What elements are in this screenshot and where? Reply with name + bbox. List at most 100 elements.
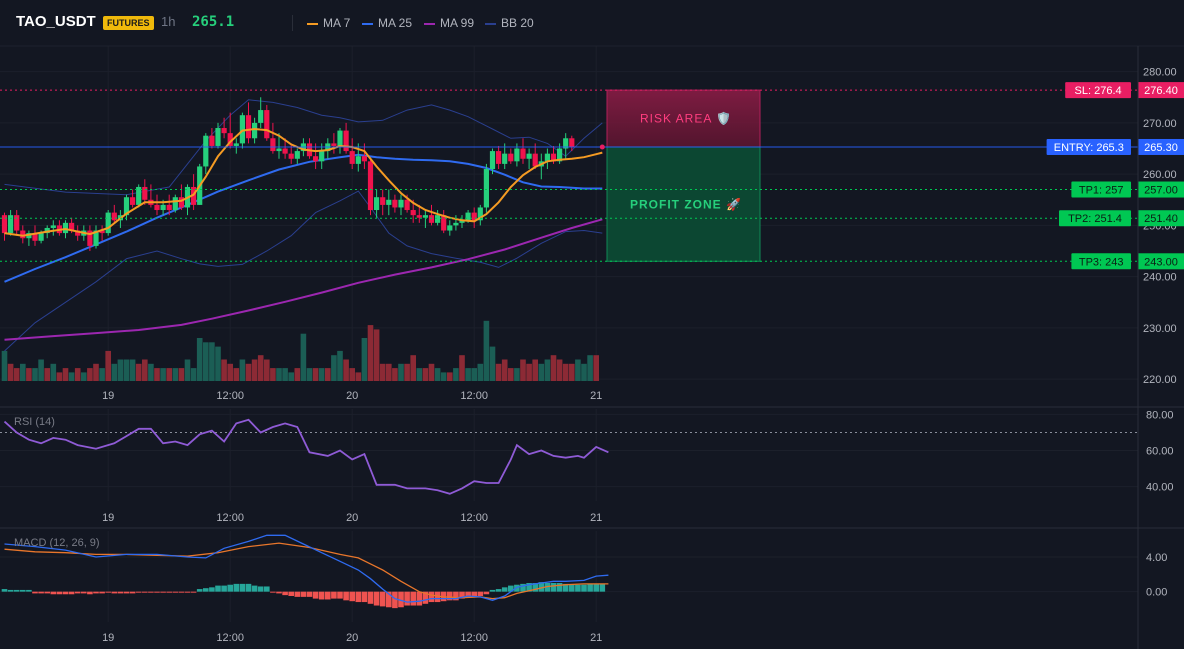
macd-histogram-bar <box>7 589 14 592</box>
volume-bar <box>373 329 380 381</box>
candle-body <box>313 156 319 162</box>
rsi-label: RSI (14) <box>14 416 55 428</box>
level-price-text-tp3: 243.00 <box>1144 256 1178 268</box>
macd-tick-label: 4.00 <box>1146 552 1167 564</box>
candle-body <box>544 153 550 162</box>
price-pane[interactable]: 280.00270.00260.00250.00240.00230.00220.… <box>0 46 1184 408</box>
macd-label: MACD (12, 26, 9) <box>14 537 100 549</box>
candle-body <box>203 135 209 167</box>
legend-ma25[interactable]: MA 25 <box>362 16 412 30</box>
candle-body <box>465 212 471 221</box>
level-price-text-sl: 276.40 <box>1144 85 1178 97</box>
macd-histogram-bar <box>593 583 599 592</box>
volume-bar <box>361 338 368 381</box>
volume-bar <box>178 368 185 381</box>
candle-body <box>422 215 428 218</box>
macd-histogram-bar <box>556 583 563 592</box>
macd-histogram-bar <box>599 583 606 592</box>
candle-body <box>441 215 447 231</box>
macd-histogram-bar <box>386 591 392 608</box>
candle-body <box>44 227 50 234</box>
time-tick-label: 19 <box>102 390 114 402</box>
macd-histogram-bar <box>483 591 490 595</box>
volume-bar <box>154 368 160 381</box>
macd-histogram-bar <box>148 591 154 593</box>
volume-bar <box>544 359 551 381</box>
candle-body <box>569 138 575 147</box>
volume-bar <box>398 363 404 381</box>
volume-bar <box>379 363 386 381</box>
candle-body <box>20 230 26 239</box>
risk-area-label: RISK AREA 🛡️ <box>640 112 732 126</box>
macd-histogram-bar <box>203 588 209 592</box>
candle-body <box>32 233 38 241</box>
volume-bar <box>501 359 508 381</box>
volume-bar <box>434 368 441 381</box>
rsi-tick-label: 80.00 <box>1146 409 1174 421</box>
candle-body <box>130 197 136 205</box>
macd-histogram-bar <box>447 591 453 601</box>
macd-histogram-bar <box>166 591 172 593</box>
profit-zone-box <box>606 146 761 262</box>
candle-body <box>380 197 386 205</box>
candle-body <box>93 230 99 246</box>
macd-histogram-bar <box>99 591 105 594</box>
volume-bar <box>428 363 435 381</box>
candle-body <box>142 186 148 200</box>
macd-histogram-bar <box>264 586 270 592</box>
volume-bar <box>251 359 258 381</box>
volume-bar <box>404 363 410 381</box>
timeframe-label[interactable]: 1h <box>161 14 176 29</box>
macd-histogram-bar <box>215 585 221 592</box>
candle-body <box>258 110 264 123</box>
volume-bar <box>99 368 105 381</box>
legend-ma99[interactable]: MA 99 <box>424 16 474 30</box>
time-tick-label: 12:00 <box>216 390 244 402</box>
level-tag-tp3 <box>1071 253 1131 270</box>
volume-bar <box>526 363 532 381</box>
macd-histogram-bar <box>477 591 484 596</box>
macd-histogram-bar <box>361 591 368 603</box>
volume-bar <box>257 355 264 381</box>
macd-histogram-bar <box>489 589 496 592</box>
candle-body <box>1 215 8 234</box>
volume-bar <box>129 359 136 381</box>
symbol-name[interactable]: TAO_USDT <box>16 13 96 30</box>
volume-bar <box>190 368 197 381</box>
futures-badge: FUTURES <box>103 16 154 30</box>
macd-histogram-bar <box>196 589 203 592</box>
volume-bar <box>386 363 392 381</box>
macd-histogram-bar <box>422 591 429 604</box>
macd-histogram-bar <box>221 585 227 592</box>
macd-histogram-bar <box>160 591 166 593</box>
candle-body <box>496 151 502 164</box>
volume-bar <box>239 359 246 381</box>
last-price: 265.1 <box>192 14 235 30</box>
candle-body <box>160 204 166 211</box>
macd-histogram-bar <box>142 591 148 593</box>
legend-bb20[interactable]: BB 20 <box>485 16 534 30</box>
candle-body <box>428 215 435 223</box>
volume-bar <box>520 359 526 381</box>
rsi-pane[interactable]: 80.00 60.00 40.00 RSI (14) 19 12:00 20 12:00 21 <box>0 409 1184 529</box>
macd-pane[interactable]: 4.00 0.00 MACD (12, 26, 9) 19 12:00 20 12:00 21 <box>0 531 1167 644</box>
volume-bar <box>172 368 179 381</box>
volume-bar <box>148 363 154 381</box>
volume-bar <box>221 359 227 381</box>
macd-histogram-bar <box>32 591 38 594</box>
legend-ma7[interactable]: MA 7 <box>307 16 350 30</box>
chart-header: TAO_USDT FUTURES 1h 265.1 MA 7 MA 25 MA … <box>0 0 1184 46</box>
candle-body <box>514 148 520 162</box>
volume-bar <box>142 359 148 381</box>
candle-body <box>355 156 361 164</box>
volume-bar <box>233 368 240 381</box>
candle-body <box>337 130 343 146</box>
macd-histogram-bar <box>227 584 233 592</box>
macd-histogram-bar <box>312 591 319 599</box>
level-tag-text-tp3: TP3: 243 <box>1079 256 1124 268</box>
volume-bar <box>550 355 557 381</box>
volume-bar <box>422 368 429 381</box>
macd-histogram-bar <box>538 582 545 592</box>
volume-bar <box>87 368 93 381</box>
